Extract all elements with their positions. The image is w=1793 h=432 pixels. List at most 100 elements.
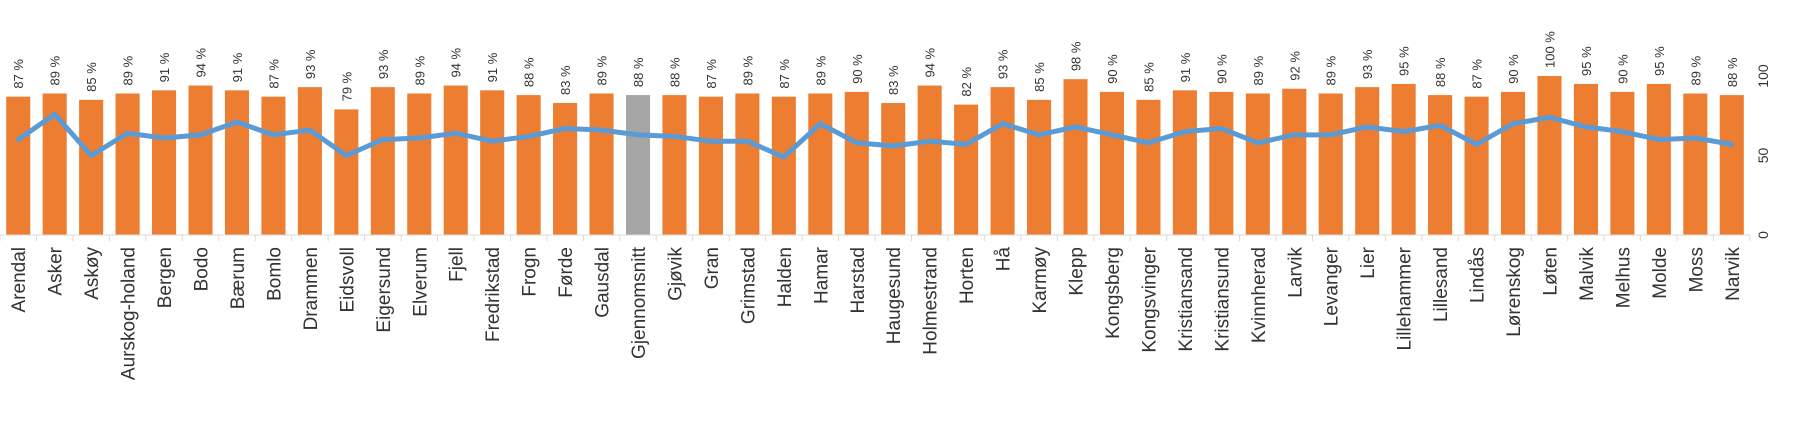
data-label: 89 % <box>1324 55 1339 85</box>
category-label: Haugesund <box>884 247 905 344</box>
category-label: Grimstad <box>738 247 759 324</box>
data-label: 83 % <box>558 65 573 95</box>
bar-lørenskog <box>1501 92 1525 235</box>
bar-arendal <box>6 97 30 235</box>
data-label: 79 % <box>339 71 354 101</box>
bar-lier <box>1355 87 1379 235</box>
x-axis <box>0 235 1750 241</box>
data-labels: 87 % 89 % 85 % 89 % 91 % 94 % 91 % 87 % 93 % 79 %… <box>11 31 1740 102</box>
data-label: 92 % <box>1287 51 1302 81</box>
bar-gjennomsnitt <box>626 95 650 235</box>
category-label: Løten <box>1540 247 1561 296</box>
bar-frogn <box>517 95 541 235</box>
category-label: Førde <box>556 247 577 298</box>
bar-eigersund <box>371 87 395 235</box>
bar-malvik <box>1574 84 1598 235</box>
bar-eidsvoll <box>334 109 358 235</box>
category-label: Hå <box>994 247 1015 272</box>
data-label: 93 % <box>996 49 1011 79</box>
category-label: Elverum <box>410 247 431 317</box>
category-label: Kvinnherad <box>1249 247 1270 343</box>
data-label: 87 % <box>11 59 26 89</box>
bar-haugesund <box>881 103 905 235</box>
category-label: Gausdal <box>593 247 614 318</box>
category-label: Eidsvoll <box>337 247 358 312</box>
category-label: Askøy <box>82 247 103 300</box>
category-label: Melhus <box>1613 247 1634 308</box>
bar-bodo <box>188 86 212 235</box>
data-label: 89 % <box>48 55 63 85</box>
bar-aurskog-holand <box>116 93 140 235</box>
data-label: 85 % <box>1032 62 1047 92</box>
data-label: 94 % <box>194 47 209 77</box>
category-label: Fredrikstad <box>483 247 504 342</box>
data-label: 90 % <box>1214 54 1229 84</box>
category-label: Bergen <box>155 247 176 308</box>
data-label: 88 % <box>522 57 537 87</box>
category-label: Gran <box>702 247 723 289</box>
bar-kongsvinger <box>1136 100 1160 235</box>
bar-halden <box>772 97 796 235</box>
category-label: Bærum <box>228 247 249 309</box>
bar-karmøy <box>1027 100 1051 235</box>
category-label: Fjell <box>447 247 468 282</box>
bar-elverum <box>407 93 431 235</box>
data-label: 94 % <box>449 47 464 77</box>
bar-horten <box>954 105 978 235</box>
bar-series <box>6 76 1744 235</box>
data-label: 95 % <box>1652 46 1667 76</box>
data-label: 89 % <box>740 55 755 85</box>
category-label: Bomlo <box>264 247 285 301</box>
category-label: Karmøy <box>1030 247 1051 314</box>
y-tick-label: 50 <box>1755 148 1771 164</box>
data-label: 90 % <box>1506 54 1521 84</box>
category-label: Eigersund <box>374 247 395 333</box>
data-label: 89 % <box>412 55 427 85</box>
category-label: Lørenskog <box>1504 247 1525 337</box>
data-label: 90 % <box>1105 54 1120 84</box>
data-label: 91 % <box>1178 52 1193 82</box>
bar-levanger <box>1319 93 1343 235</box>
data-label: 89 % <box>813 55 828 85</box>
data-label: 82 % <box>959 67 974 97</box>
bar-gjøvik <box>662 95 686 235</box>
bar-kongsberg <box>1100 92 1124 235</box>
category-label: Asker <box>46 246 67 295</box>
bar-holmestrand <box>918 86 942 235</box>
bar-bærum <box>225 90 249 235</box>
category-label: Kongsvinger <box>1139 246 1160 352</box>
bar-kvinnherad <box>1246 93 1270 235</box>
data-label: 88 % <box>631 57 646 87</box>
category-label: Klepp <box>1067 247 1088 296</box>
category-label: Malvik <box>1577 247 1598 301</box>
data-label: 89 % <box>595 55 610 85</box>
category-label: Frogn <box>520 247 541 297</box>
bar-fjell <box>444 86 468 235</box>
data-label: 91 % <box>230 52 245 82</box>
category-label: Molde <box>1650 247 1671 299</box>
data-label: 91 % <box>157 52 172 82</box>
data-label: 88 % <box>1433 57 1448 87</box>
bar-løten <box>1537 76 1561 235</box>
category-label: Lillesand <box>1431 247 1452 322</box>
data-label: 95 % <box>1579 46 1594 76</box>
data-label: 88 % <box>1725 57 1740 87</box>
data-label: 93 % <box>303 49 318 79</box>
y-tick-label: 100 <box>1755 64 1771 88</box>
category-label: Gjennomsnitt <box>629 246 650 359</box>
data-label: 88 % <box>667 57 682 87</box>
data-label: 89 % <box>1251 55 1266 85</box>
data-label: 100 % <box>1542 31 1557 68</box>
category-label: Lier <box>1358 246 1379 278</box>
bar-lillehammer <box>1392 84 1416 235</box>
bar-kristiansand <box>1173 90 1197 235</box>
data-label: 83 % <box>886 65 901 95</box>
data-label: 87 % <box>777 59 792 89</box>
category-label: Moss <box>1686 247 1707 292</box>
data-label: 98 % <box>1069 41 1084 71</box>
bar-drammen <box>298 87 322 235</box>
bar-grimstad <box>735 93 759 235</box>
